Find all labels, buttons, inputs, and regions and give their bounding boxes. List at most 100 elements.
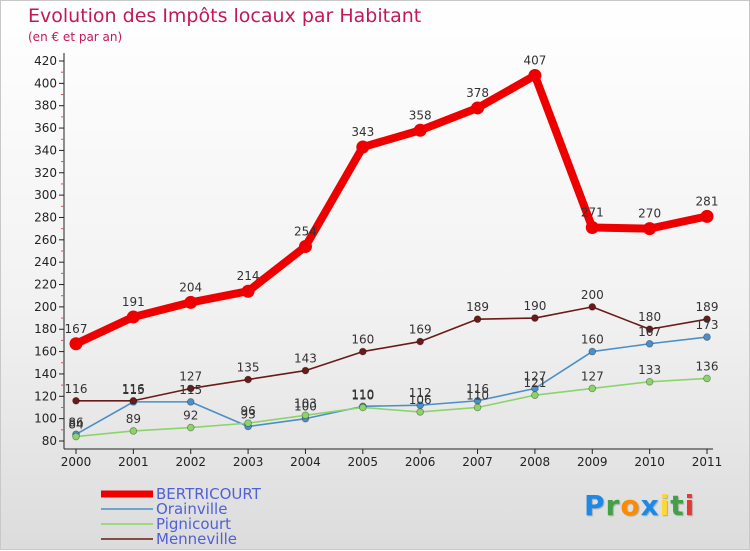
data-point-bertricourt <box>413 123 427 137</box>
data-label: 191 <box>122 295 145 309</box>
y-tick-label: 280 <box>34 210 57 224</box>
data-label: 110 <box>466 388 489 402</box>
data-label: 112 <box>409 386 432 400</box>
data-point-bertricourt <box>700 209 714 223</box>
logo-letter: x <box>640 489 660 522</box>
data-label: 167 <box>638 325 661 339</box>
data-point-bertricourt <box>471 101 485 115</box>
data-label: 93 <box>240 407 255 421</box>
data-label: 115 <box>179 383 202 397</box>
data-point-pignicourt <box>531 391 539 399</box>
data-point-pignicourt <box>473 403 482 412</box>
data-point-pignicourt <box>72 432 80 441</box>
data-label: 169 <box>409 323 432 337</box>
data-label: 189 <box>696 300 719 314</box>
data-point-menneville <box>301 366 310 375</box>
data-label: 281 <box>696 194 719 208</box>
y-tick-label: 380 <box>34 99 57 113</box>
data-label: 200 <box>581 288 604 302</box>
data-label: 116 <box>466 382 489 396</box>
data-label: 136 <box>696 359 719 373</box>
y-tick-label: 180 <box>34 322 57 336</box>
data-point-bertricourt <box>528 69 542 83</box>
data-label: 92 <box>183 409 198 423</box>
data-point-menneville <box>244 375 252 384</box>
axes: 80 100 120 140 160 180 200 220 240 260 280 300 320 34… <box>34 53 722 469</box>
y-tick-label: 260 <box>34 233 57 247</box>
data-point-menneville <box>129 396 138 405</box>
y-tick-label: 200 <box>34 300 57 314</box>
y-tick-label: 360 <box>34 121 57 135</box>
x-tick-label: 2003 <box>233 455 264 469</box>
logo-letter: P <box>584 489 606 522</box>
data-label: 160 <box>351 333 374 347</box>
data-point-menneville <box>531 314 539 322</box>
series-line-pignicourt <box>75 377 708 438</box>
data-label: 86 <box>68 415 83 429</box>
legend-label: Pignicourt <box>156 515 231 533</box>
data-label: 143 <box>294 352 317 366</box>
y-tick-label: 240 <box>34 255 57 269</box>
logo-letter: o <box>620 489 641 522</box>
chart-subtitle: (en € et par an) <box>28 30 123 44</box>
data-point-menneville <box>416 337 424 346</box>
data-label: 160 <box>581 333 604 347</box>
data-label: 343 <box>351 125 374 139</box>
logo-letter: t <box>670 489 685 522</box>
data-point-pignicourt <box>359 403 367 412</box>
data-point-bertricourt <box>643 222 657 236</box>
logo-letter: i <box>684 489 696 522</box>
data-point-bertricourt <box>126 310 140 324</box>
data-point-bertricourt <box>69 337 83 351</box>
data-point-orainville <box>703 333 711 341</box>
data-label: 271 <box>581 206 604 220</box>
data-label: 214 <box>237 269 260 283</box>
data-point-bertricourt <box>356 140 370 154</box>
x-tick-label: 2010 <box>634 455 665 469</box>
data-label: 127 <box>179 369 202 383</box>
series-line-orainville <box>75 336 708 436</box>
data-point-menneville <box>588 303 597 311</box>
data-label: 127 <box>581 369 604 383</box>
y-tick-label: 140 <box>34 367 57 381</box>
y-tick-label: 300 <box>34 188 57 202</box>
y-tick-label: 80 <box>42 434 57 448</box>
data-label: 204 <box>179 280 202 294</box>
data-point-menneville <box>72 396 80 405</box>
data-point-pignicourt <box>129 427 138 435</box>
series-line-bertricourt <box>72 71 711 348</box>
logo-letter: i <box>659 489 671 522</box>
data-point-menneville <box>645 325 654 334</box>
data-label: 190 <box>523 299 546 313</box>
series-line-menneville <box>75 306 708 402</box>
y-tick-label: 120 <box>34 389 57 403</box>
y-tick-label: 340 <box>34 143 57 157</box>
data-label: 173 <box>696 318 719 332</box>
data-point-bertricourt <box>184 295 198 309</box>
data-label: 167 <box>65 322 88 336</box>
x-tick-label: 2005 <box>348 455 379 469</box>
data-label: 115 <box>122 383 145 397</box>
y-tick-label: 220 <box>34 278 57 292</box>
data-point-pignicourt <box>588 384 597 393</box>
logo-letter: r <box>605 489 621 522</box>
y-tick-label: 160 <box>34 345 57 359</box>
x-tick-label: 2004 <box>290 455 321 469</box>
data-point-menneville <box>186 384 195 393</box>
data-label: 270 <box>638 207 661 221</box>
data-label: 254 <box>294 225 317 239</box>
data-point-bertricourt <box>298 240 312 254</box>
legend-label: Menneville <box>156 530 237 548</box>
data-point-pignicourt <box>416 408 424 416</box>
y-tick-label: 400 <box>34 76 57 90</box>
data-point-pignicourt <box>703 374 711 383</box>
x-tick-label: 2000 <box>61 455 92 469</box>
data-point-pignicourt <box>244 419 252 427</box>
data-label: 116 <box>122 382 145 396</box>
data-label: 358 <box>409 108 432 122</box>
data-point-pignicourt <box>645 377 654 386</box>
x-tick-label: 2009 <box>577 455 608 469</box>
y-tick-label: 420 <box>34 54 57 68</box>
